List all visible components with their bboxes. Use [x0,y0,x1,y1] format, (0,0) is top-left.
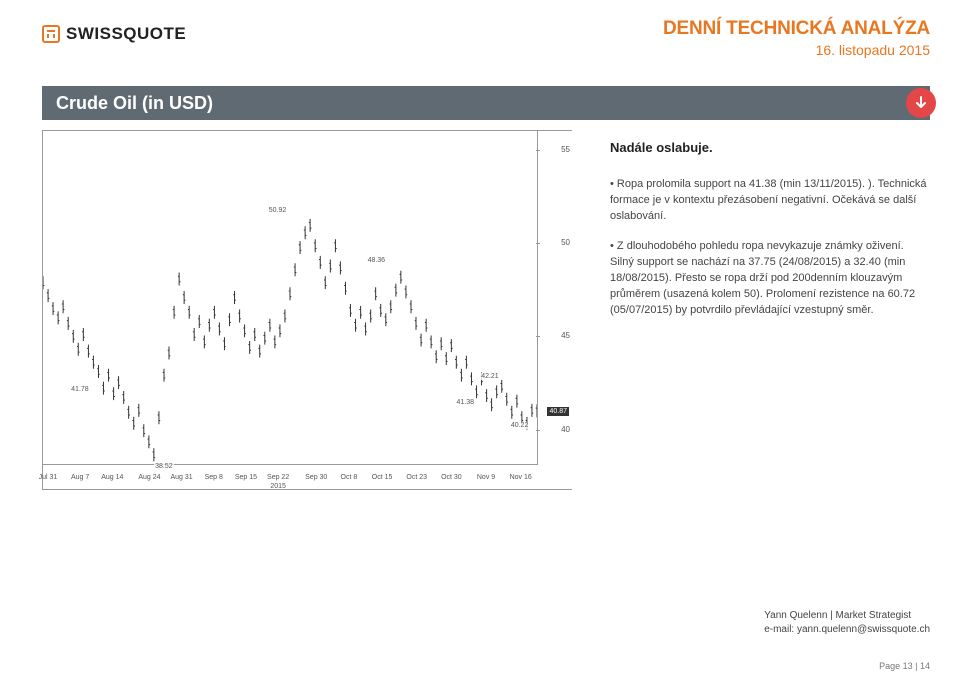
x-axis-labels: Jul 31Aug 7Aug 14Aug 24Aug 31Sep 8Sep 15… [43,467,538,489]
x-tick-label: Nov 16 [510,474,532,481]
x-tick-label: Sep 22 [267,474,289,481]
page-header: SWISSQUOTE DENNÍ TECHNICKÁ ANALÝZA 16. l… [0,18,960,66]
x-tick-label: Oct 23 [406,474,427,481]
arrow-down-icon [913,95,929,111]
price-annotation: 42.21 [480,373,500,380]
x-tick-label: Oct 8 [341,474,358,481]
x-tick-label: Sep 30 [305,474,327,481]
author-email: e-mail: yann.quelenn@swissquote.ch [764,623,930,637]
y-axis-labels: 55 50 45 40 [540,131,572,465]
x-tick-label: Aug 7 [71,474,89,481]
y-tick-label: 50 [561,238,570,247]
x-tick-label: Sep 15 [235,474,257,481]
report-date: 16. listopadu 2015 [663,42,930,58]
price-annotation: 48.36 [367,257,387,264]
y-tick-label: 40 [561,425,570,434]
price-annotation: 41.78 [70,386,90,393]
x-tick-label: Oct 15 [372,474,393,481]
analysis-heading: Nadále oslabuje. [610,140,930,155]
analysis-paragraph-2: • Z dlouhodobého pohledu ropa nevykazuje… [610,239,930,319]
trend-arrow-badge [906,88,936,118]
x-tick-label: Aug 31 [171,474,193,481]
content-row: 41.7838.5250.9248.3641.3842.2140.22 40.8… [42,130,930,645]
header-right: DENNÍ TECHNICKÁ ANALÝZA 16. listopadu 20… [663,18,930,58]
price-chart: 41.7838.5250.9248.3641.3842.2140.22 40.8… [42,130,572,490]
x-tick-label: Nov 9 [477,474,495,481]
x-year-label: 2015 [270,483,286,490]
y-tick-label: 45 [561,331,570,340]
chart-plot-area: 41.7838.5250.9248.3641.3842.2140.22 40.8… [43,131,538,465]
brand-logo: SWISSQUOTE [42,24,186,44]
page-number: Page 13 | 14 [879,661,930,671]
price-annotation: 50.92 [268,207,288,214]
author-name: Yann Quelenn | Market Strategist [764,609,930,623]
x-tick-label: Aug 24 [138,474,160,481]
chart-title-bar: Crude Oil (in USD) [42,86,930,120]
y-tick-label: 55 [561,145,570,154]
price-annotation: 41.38 [455,399,475,406]
x-tick-label: Oct 30 [441,474,462,481]
analysis-column: Nadále oslabuje. • Ropa prolomila suppor… [572,130,930,645]
price-series [43,131,537,464]
brand-name: SWISSQUOTE [66,24,186,44]
swissquote-icon [42,25,60,43]
report-title: DENNÍ TECHNICKÁ ANALÝZA [663,18,930,40]
analysis-paragraph-1: • Ropa prolomila support na 41.38 (min 1… [610,177,930,225]
chart-title: Crude Oil (in USD) [56,93,213,114]
author-block: Yann Quelenn | Market Strategist e-mail:… [764,609,930,637]
x-tick-label: Jul 31 [39,474,58,481]
x-tick-label: Aug 14 [101,474,123,481]
price-annotation: 40.22 [510,422,530,429]
x-tick-label: Sep 8 [205,474,223,481]
